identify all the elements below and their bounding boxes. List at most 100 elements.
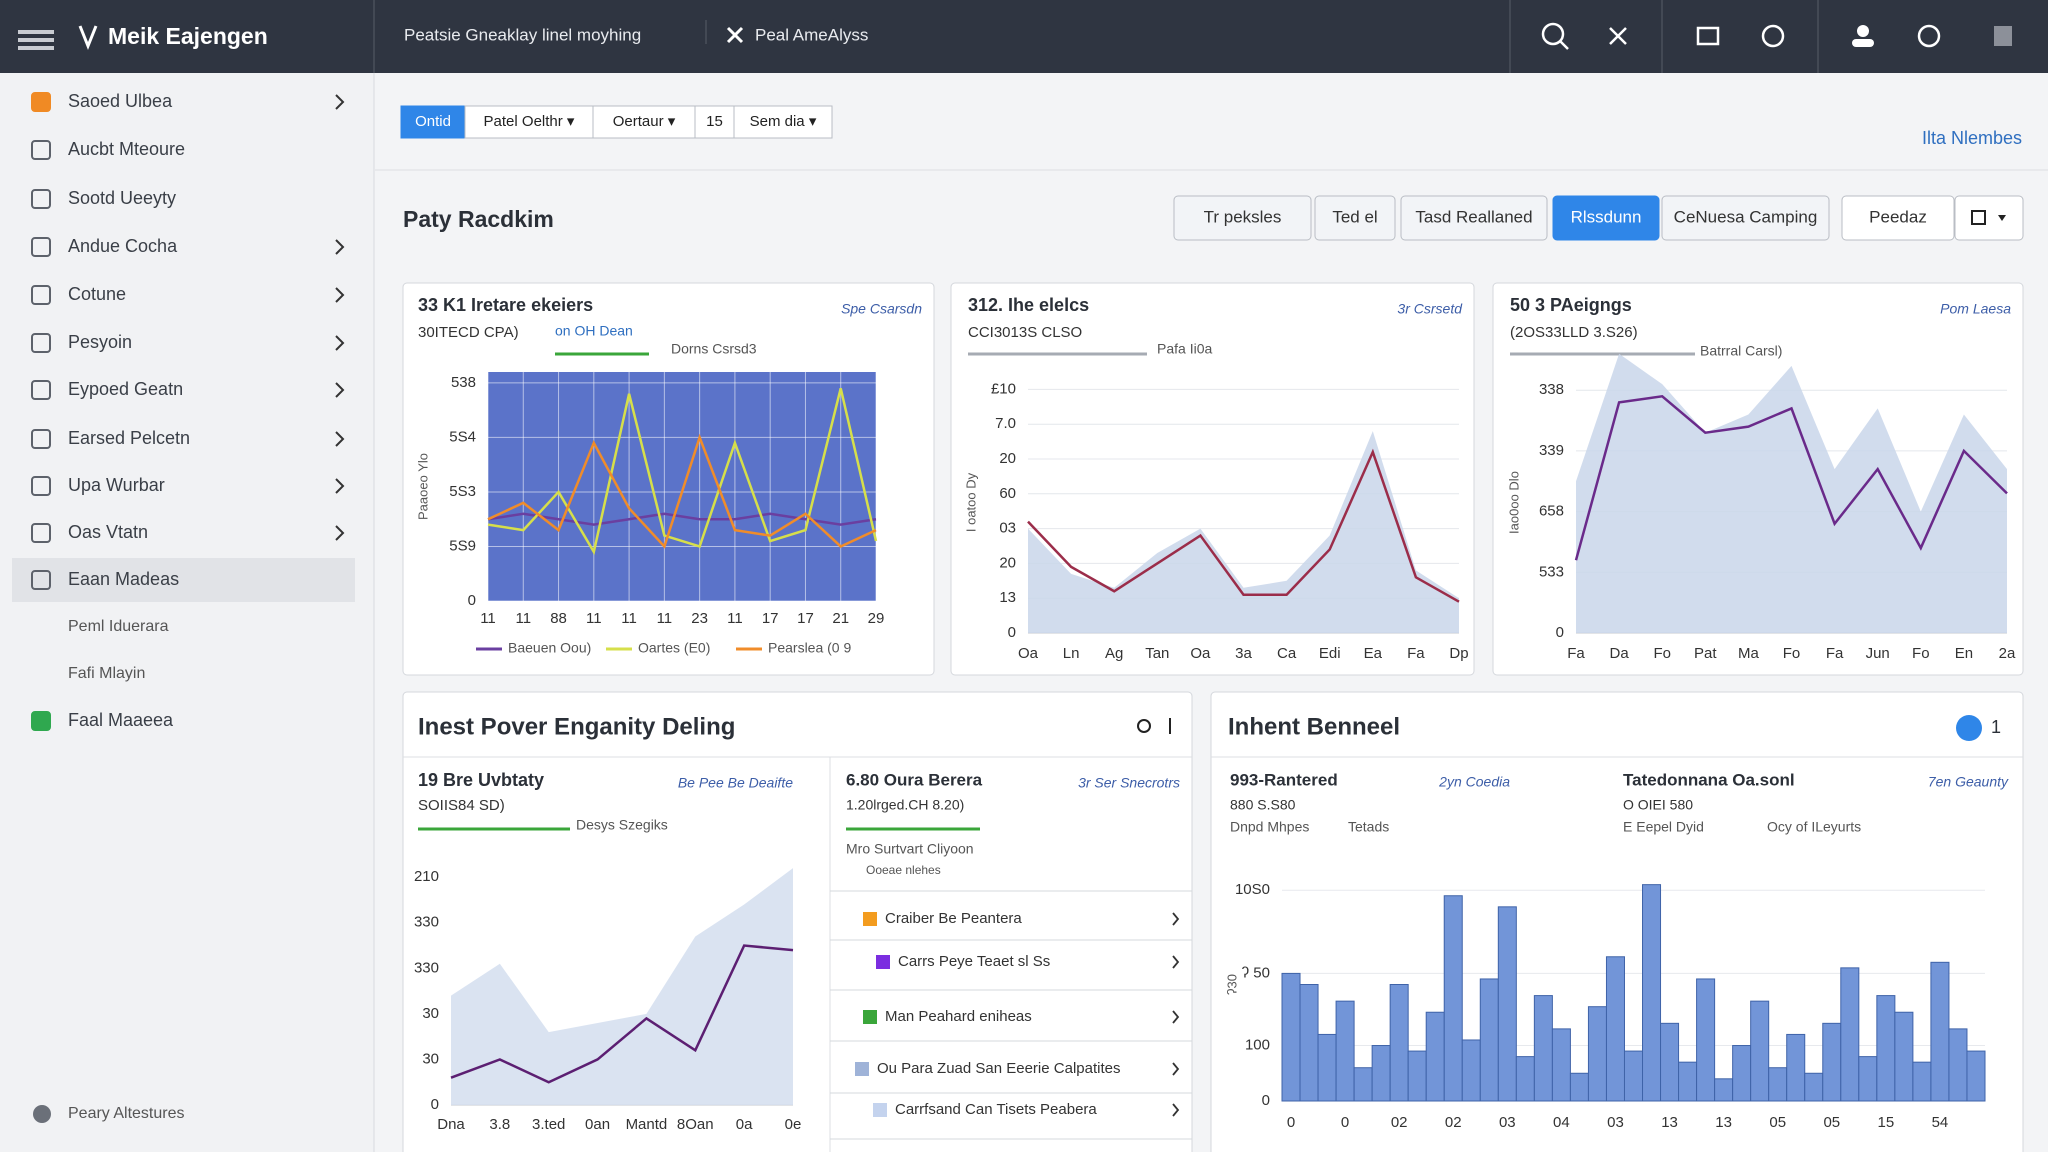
bar [1389, 984, 1409, 1102]
view-tab-label: Rlssdunn [1571, 207, 1642, 226]
nav-item: Oas Vtatn [68, 522, 148, 542]
stat-meta: Dnpd Mhpes [1230, 819, 1309, 835]
search-button[interactable] [1541, 22, 1569, 50]
nav-icon [31, 711, 51, 731]
y-axis-label: Iao0oo Dlo [1506, 471, 1521, 534]
nav-item: Peml Iduerara [68, 618, 169, 635]
bar [1461, 1039, 1481, 1102]
bar [1551, 1028, 1571, 1102]
bar [1840, 967, 1860, 1102]
row-chevron[interactable] [1172, 1010, 1180, 1024]
chart-note: Desys Szegiks [576, 817, 668, 833]
view-tab[interactable] [1400, 195, 1548, 241]
user-button[interactable] [1852, 25, 1874, 47]
view-tab-label: Peedaz [1869, 207, 1927, 226]
nav-icon [31, 333, 51, 353]
stat-value: O OIEI 580 [1623, 797, 1693, 813]
y-tick-label: 13 [999, 589, 1016, 606]
bar [1642, 884, 1662, 1102]
view-tab-label: Ted el [1332, 207, 1377, 226]
menu-icon[interactable] [18, 30, 54, 50]
list-subtitle: 1.20lrged.CH 8.20) [846, 797, 964, 813]
chart-link: 3r Csrsetd [1397, 301, 1463, 317]
filter-button[interactable] [464, 105, 594, 139]
bar [1912, 1061, 1932, 1102]
row-chevron[interactable] [1172, 912, 1180, 926]
filter-button[interactable] [694, 105, 735, 139]
x-tick-label: Jun [1866, 645, 1890, 662]
y-tick-label: 5S3 [449, 483, 476, 500]
row-chevron[interactable] [1172, 955, 1180, 969]
area [1028, 431, 1459, 633]
settings-button[interactable] [1994, 26, 2012, 46]
row-label: Carrs Peye Teaet sl Ss [898, 953, 1050, 970]
list-text: Mro Surtvart Cliyoon [846, 841, 974, 857]
y-tick-label: 330 [414, 959, 439, 976]
y-tick-label: 20 [999, 450, 1016, 467]
x-tick-label: Oa [1018, 645, 1039, 662]
panel-menu[interactable] [1137, 719, 1151, 733]
view-tab[interactable] [1841, 195, 1955, 241]
nav-item: Aucbt Mteoure [68, 139, 185, 159]
filter-button[interactable] [733, 105, 833, 139]
line [1027, 448, 1460, 603]
nav-chevron [335, 239, 345, 255]
line [1574, 394, 2008, 561]
line [450, 944, 794, 1084]
bar [1768, 1067, 1788, 1102]
nav-icon [31, 92, 51, 112]
nav-icon [31, 140, 51, 160]
view-tab[interactable] [1661, 195, 1830, 241]
panel-title: Inest Pover Enganity Deling [418, 713, 735, 740]
close-button[interactable] [1609, 27, 1627, 45]
bar [1407, 1050, 1427, 1102]
bar [1425, 1011, 1445, 1102]
x-tick-label: 3.8 [489, 1116, 510, 1133]
nav-chevron [335, 287, 345, 303]
bar [1533, 995, 1553, 1102]
stat-meta: Ocy of ILeyurts [1767, 819, 1861, 835]
sidebar-footer: Peary Altestures [68, 1105, 185, 1122]
view-tab-label: Tr peksles [1204, 207, 1282, 226]
panel-title: Inhent Benneel [1228, 713, 1400, 740]
x-tick-label: Oa [1190, 645, 1211, 662]
x-tick-label: 0a [736, 1116, 753, 1133]
stat-value: 880 S.S80 [1230, 797, 1296, 813]
bar [1858, 1056, 1878, 1102]
row-chevron[interactable] [1172, 1103, 1180, 1117]
row-swatch [863, 1010, 877, 1024]
row-swatch [876, 955, 890, 969]
filter-label: 15 [706, 113, 723, 130]
bar [1786, 1033, 1806, 1102]
y-tick-label: 0 [431, 1096, 439, 1113]
bar [1353, 1067, 1373, 1102]
legend-label: Oartes (E0) [638, 640, 710, 656]
nav-icon [31, 570, 51, 590]
x-tick-label: Dna [437, 1116, 465, 1133]
view-tab[interactable] [1314, 195, 1396, 241]
stat-meta: Tetads [1348, 819, 1389, 835]
view-tab-label: CeNuesa Camping [1674, 207, 1818, 226]
view-tab[interactable] [1552, 195, 1660, 241]
view-dropdown[interactable] [1954, 195, 2024, 241]
area [451, 868, 793, 1105]
chart-title: 19 Bre Uvbtaty [418, 770, 544, 790]
nav-item: Andue Cocha [68, 236, 178, 256]
x-tick-label: 3a [1235, 645, 1252, 662]
view-tab-label: Tasd Reallaned [1415, 207, 1532, 226]
filter-button[interactable] [400, 105, 466, 139]
chart-button[interactable] [1696, 26, 1720, 46]
bar [1317, 1033, 1337, 1102]
y-tick-label: 03 [999, 520, 1016, 537]
status-button[interactable] [1917, 24, 1941, 48]
row-chevron[interactable] [1172, 1062, 1180, 1076]
tab-icon [726, 26, 744, 44]
filter-button[interactable] [592, 105, 696, 139]
chart-title: 50 3 PAeigngs [1510, 295, 1632, 315]
y-axis-label: ʔ30 [1224, 974, 1239, 995]
x-tick-label: Fa [1826, 645, 1844, 662]
view-tab[interactable] [1173, 195, 1312, 241]
nav-item: Upa Wurbar [68, 475, 165, 495]
tag-button[interactable] [1761, 24, 1785, 48]
